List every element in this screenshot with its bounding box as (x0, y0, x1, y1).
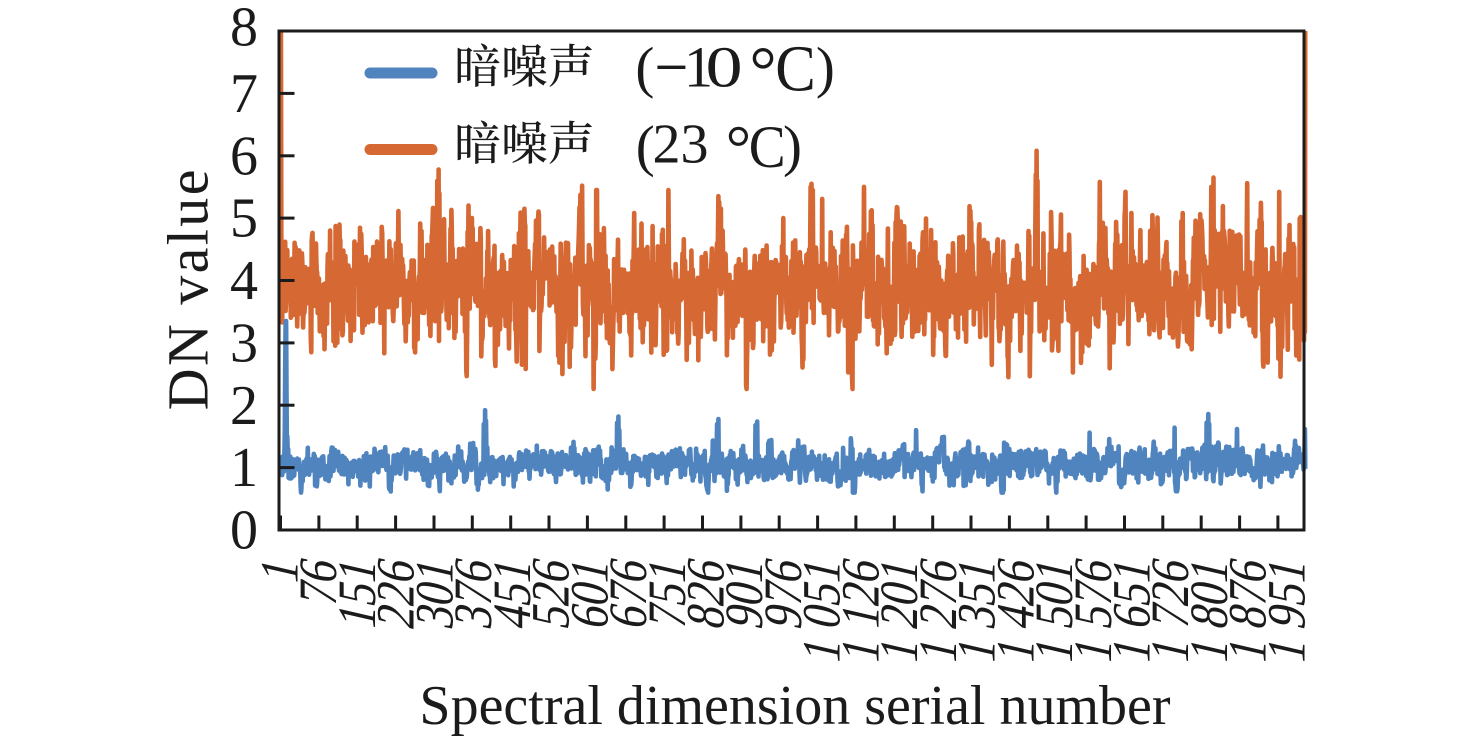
svg-text:2: 2 (230, 375, 258, 437)
svg-text:1 651: 1 651 (1102, 552, 1162, 668)
svg-text:6: 6 (230, 125, 258, 187)
svg-text:): ) (783, 115, 802, 178)
svg-text:Spectral dimension serial numb: Spectral dimension serial number (419, 675, 1170, 737)
svg-text:1 876: 1 876 (1218, 552, 1278, 668)
svg-text:1 576: 1 576 (1063, 552, 1123, 668)
svg-text:751: 751 (637, 552, 697, 634)
svg-text:7: 7 (230, 63, 258, 125)
svg-text:1: 1 (684, 34, 713, 99)
svg-text:1 951: 1 951 (1256, 552, 1316, 668)
svg-text:4: 4 (230, 250, 258, 312)
svg-text:1 501: 1 501 (1024, 552, 1084, 668)
svg-text:8: 8 (230, 0, 258, 59)
svg-text:976: 976 (753, 552, 813, 634)
svg-text:0: 0 (706, 36, 743, 100)
svg-text:(: ( (636, 115, 655, 178)
svg-text:1 276: 1 276 (908, 552, 968, 668)
svg-text:23: 23 (653, 113, 709, 175)
svg-text:): ) (816, 36, 835, 99)
svg-text:1 201: 1 201 (869, 552, 929, 668)
svg-text:1 051: 1 051 (792, 552, 852, 668)
svg-text:151: 151 (327, 552, 387, 634)
svg-text:1 126: 1 126 (830, 552, 890, 668)
svg-text:676: 676 (598, 552, 658, 634)
svg-text:5: 5 (230, 188, 258, 250)
svg-text:526: 526 (521, 552, 581, 634)
svg-text:3: 3 (230, 313, 258, 375)
svg-text:1 801: 1 801 (1179, 552, 1239, 668)
svg-text:826: 826 (676, 552, 736, 634)
svg-text:1 351: 1 351 (947, 552, 1007, 668)
svg-text:901: 901 (714, 552, 774, 634)
svg-text:C: C (775, 33, 816, 106)
svg-text:226: 226 (366, 552, 426, 634)
svg-text:301: 301 (404, 552, 464, 634)
svg-text:C: C (749, 115, 786, 180)
svg-text:601: 601 (559, 552, 619, 634)
svg-text:0: 0 (230, 500, 258, 562)
svg-text:1 426: 1 426 (985, 552, 1045, 668)
svg-text:DN value: DN value (156, 167, 221, 410)
svg-text:451: 451 (482, 552, 542, 634)
svg-text:376: 376 (443, 552, 503, 634)
svg-text:(: ( (635, 36, 654, 99)
svg-text:1: 1 (230, 437, 258, 499)
svg-text:1 726: 1 726 (1140, 552, 1200, 668)
